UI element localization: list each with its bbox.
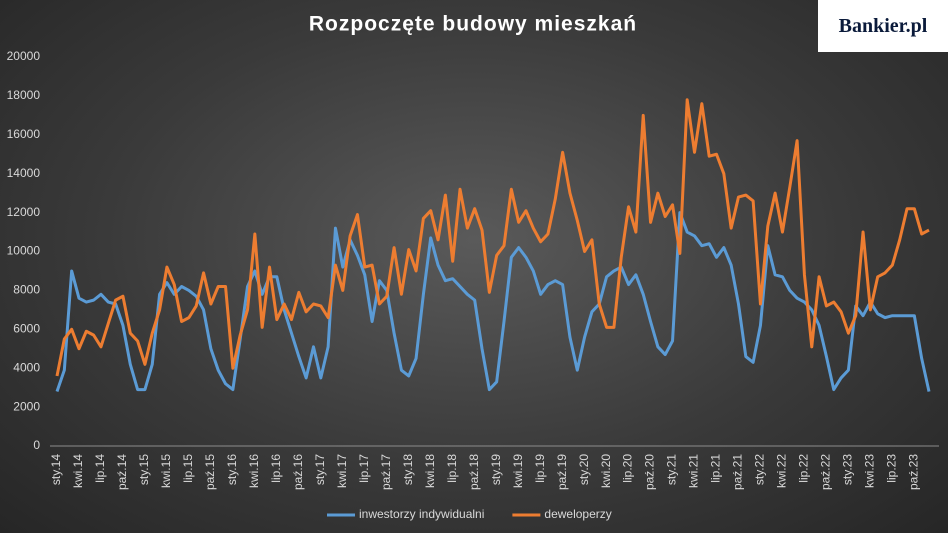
x-tick-label: lip.23 bbox=[885, 454, 899, 483]
x-tick-label: sty.23 bbox=[841, 454, 855, 485]
legend-label: deweloperzy bbox=[544, 507, 611, 521]
x-tick-label: kwi.20 bbox=[599, 454, 613, 488]
y-tick-label: 2000 bbox=[13, 399, 40, 413]
series-line bbox=[55, 211, 931, 393]
y-tick-label: 8000 bbox=[13, 283, 40, 297]
y-tick-label: 18000 bbox=[7, 88, 41, 102]
y-tick-label: 4000 bbox=[13, 360, 40, 374]
x-tick-label: lip.20 bbox=[621, 454, 635, 483]
x-tick-label: lip.15 bbox=[181, 454, 195, 483]
x-tick-label: paź.23 bbox=[907, 454, 921, 490]
y-tick-label: 20000 bbox=[7, 49, 41, 63]
logo: Bankier.pl bbox=[818, 0, 948, 52]
x-tick-label: lip.21 bbox=[709, 454, 723, 483]
chart-title: Rozpoczęte budowy mieszkań bbox=[309, 13, 637, 36]
legend-label: inwestorzy indywidualni bbox=[359, 507, 484, 521]
x-tick-label: kwi.14 bbox=[71, 454, 85, 488]
x-tick-label: sty.19 bbox=[489, 454, 503, 485]
x-tick-label: sty.18 bbox=[401, 454, 415, 485]
x-tick-label: lip.22 bbox=[797, 454, 811, 483]
x-tick-label: sty.17 bbox=[313, 454, 327, 485]
y-tick-label: 10000 bbox=[7, 244, 41, 258]
x-tick-label: kwi.15 bbox=[159, 454, 173, 488]
x-tick-label: sty.20 bbox=[577, 454, 591, 485]
x-tick-label: paź.15 bbox=[203, 454, 217, 490]
x-tick-label: lip.16 bbox=[269, 454, 283, 483]
y-tick-label: 12000 bbox=[7, 205, 41, 219]
x-tick-label: lip.17 bbox=[357, 454, 371, 483]
x-tick-label: kwi.22 bbox=[775, 454, 789, 488]
x-tick-label: paź.17 bbox=[379, 454, 393, 490]
x-tick-label: lip.18 bbox=[445, 454, 459, 483]
x-tick-label: lip.14 bbox=[93, 454, 107, 483]
x-tick-label: sty.16 bbox=[225, 454, 239, 485]
x-tick-label: sty.14 bbox=[49, 454, 63, 485]
x-tick-label: kwi.17 bbox=[335, 454, 349, 488]
x-tick-label: kwi.16 bbox=[247, 454, 261, 488]
x-tick-label: sty.22 bbox=[753, 454, 767, 485]
x-tick-label: paź.16 bbox=[291, 454, 305, 490]
y-tick-label: 16000 bbox=[7, 127, 41, 141]
x-tick-label: kwi.23 bbox=[863, 454, 877, 488]
x-tick-label: kwi.21 bbox=[687, 454, 701, 488]
x-tick-label: paź.14 bbox=[115, 454, 129, 490]
x-tick-label: lip.19 bbox=[533, 454, 547, 483]
x-tick-label: kwi.19 bbox=[511, 454, 525, 488]
x-tick-label: paź.22 bbox=[819, 454, 833, 490]
series-line bbox=[55, 98, 930, 377]
x-tick-label: paź.20 bbox=[643, 454, 657, 490]
x-tick-label: sty.15 bbox=[137, 454, 151, 485]
x-tick-label: sty.21 bbox=[665, 454, 679, 485]
y-tick-label: 6000 bbox=[13, 321, 40, 335]
y-tick-label: 0 bbox=[33, 438, 40, 452]
x-tick-label: paź.19 bbox=[555, 454, 569, 490]
x-tick-label: paź.18 bbox=[467, 454, 481, 490]
x-tick-label: paź.21 bbox=[731, 454, 745, 490]
x-tick-label: kwi.18 bbox=[423, 454, 437, 488]
y-tick-label: 14000 bbox=[7, 166, 41, 180]
